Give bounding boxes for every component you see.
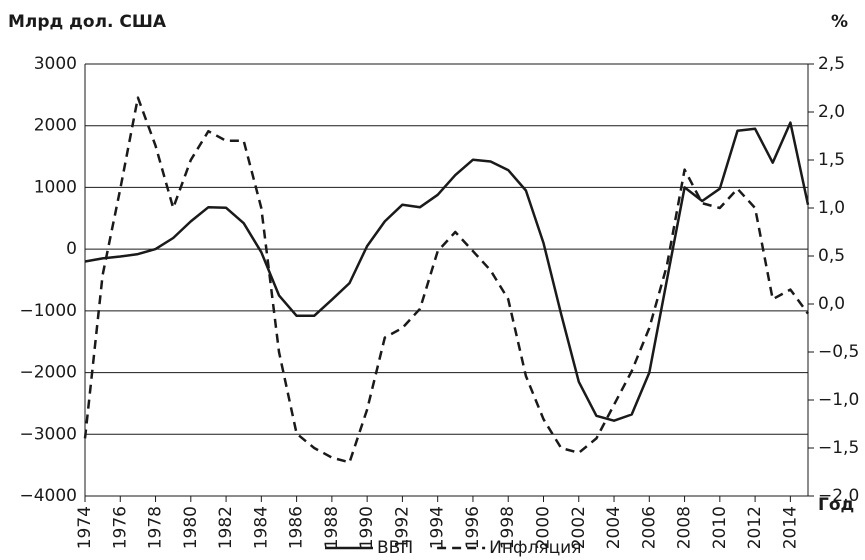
series-line xyxy=(83,96,810,464)
y2-tick-label: −2,0 xyxy=(818,486,859,506)
x-tick-label: 1994 xyxy=(428,506,448,549)
y2-tick-label: 1,5 xyxy=(818,150,845,170)
y2-tick-label: 1,0 xyxy=(818,198,845,218)
y-tick-label: 1000 xyxy=(34,177,77,197)
x-tick-label: 2014 xyxy=(780,506,800,549)
y2-tick-label: 0,0 xyxy=(818,294,845,314)
y-tick-label: −1000 xyxy=(19,301,77,321)
x-tick-label: 2012 xyxy=(745,506,765,549)
x-tick-label: 1974 xyxy=(75,506,95,549)
series-line xyxy=(84,121,810,422)
y-tick-label: 2000 xyxy=(34,116,77,136)
y-tick-label: −4000 xyxy=(19,486,77,506)
y-tick-label: 0 xyxy=(66,239,77,259)
x-axis-label: Год xyxy=(818,495,854,515)
x-tick-label: 1982 xyxy=(216,506,236,549)
x-tick-label: 2008 xyxy=(675,506,695,549)
x-tick-label: 1978 xyxy=(146,506,166,549)
y2-axis-label: % xyxy=(831,12,848,32)
y2-tick-label: 0,5 xyxy=(818,246,845,266)
x-tick-label: 2010 xyxy=(710,506,730,549)
y2-tick-label: 2,0 xyxy=(818,102,845,122)
legend-label: Инфляция xyxy=(489,538,581,558)
y-tick-label: 3000 xyxy=(34,54,77,74)
legend-label: ВВП xyxy=(377,538,413,558)
y-axis-label: Млрд дол. США xyxy=(8,12,167,32)
y2-tick-label: −1,0 xyxy=(818,390,859,410)
x-tick-label: 2000 xyxy=(533,506,553,549)
x-tick-label: 1984 xyxy=(251,506,271,549)
y-tick-label: −3000 xyxy=(19,424,77,444)
x-tick-label: 1980 xyxy=(181,506,201,549)
x-tick-label: 1976 xyxy=(110,506,130,549)
x-tick-label: 1996 xyxy=(463,506,483,549)
x-tick-label: 2004 xyxy=(604,506,624,549)
x-tick-label: 1986 xyxy=(287,506,307,549)
y2-tick-label: 2,5 xyxy=(818,54,845,74)
x-tick-label: 2002 xyxy=(569,506,589,549)
x-tick-label: 2006 xyxy=(639,506,659,549)
y2-tick-label: −1,5 xyxy=(818,438,859,458)
y-tick-label: −2000 xyxy=(19,363,77,383)
x-tick-label: 1992 xyxy=(392,506,412,549)
x-tick-label: 1988 xyxy=(322,506,342,549)
x-tick-label: 1998 xyxy=(498,506,518,549)
x-tick-label: 1990 xyxy=(357,506,377,549)
y2-tick-label: −0,5 xyxy=(818,342,859,362)
